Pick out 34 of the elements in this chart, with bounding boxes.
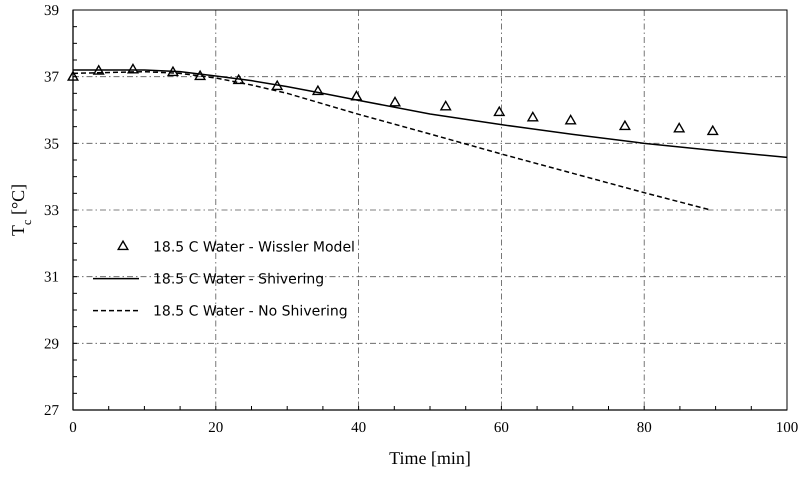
y-tick-label: 33 <box>44 203 59 219</box>
x-tick-label: 0 <box>69 420 77 436</box>
point <box>350 90 362 100</box>
legend-label: 18.5 C Water - Wissler Model <box>153 240 355 256</box>
x-tick-label: 80 <box>636 420 652 436</box>
x-axis-title: Time [min] <box>389 448 471 468</box>
point <box>233 74 244 84</box>
point <box>565 114 576 124</box>
y-tick-label: 37 <box>44 70 60 86</box>
point <box>67 71 79 81</box>
point <box>194 70 206 80</box>
point <box>93 65 104 75</box>
point <box>674 122 685 132</box>
point <box>527 112 538 122</box>
x-tick-label: 100 <box>776 420 798 436</box>
point <box>312 85 324 96</box>
x-tick-label: 20 <box>208 420 224 436</box>
point <box>619 120 630 130</box>
y-tick-label: 31 <box>44 270 59 286</box>
point <box>390 96 401 106</box>
x-tick-label: 60 <box>494 420 509 436</box>
y-tick-label: 35 <box>44 136 59 152</box>
point <box>707 125 718 136</box>
y-tick-label: 29 <box>44 336 59 352</box>
x-tick-label: 40 <box>351 420 366 436</box>
point <box>440 100 452 110</box>
point <box>272 80 283 90</box>
point <box>127 64 138 74</box>
y-tick-label: 27 <box>44 403 60 419</box>
point <box>494 106 505 116</box>
legend-label: 18.5 C Water - No Shivering <box>153 304 348 320</box>
legend-label: 18.5 C Water - Shivering <box>153 272 324 288</box>
point <box>167 66 178 76</box>
y-tick-label: 39 <box>44 3 59 19</box>
